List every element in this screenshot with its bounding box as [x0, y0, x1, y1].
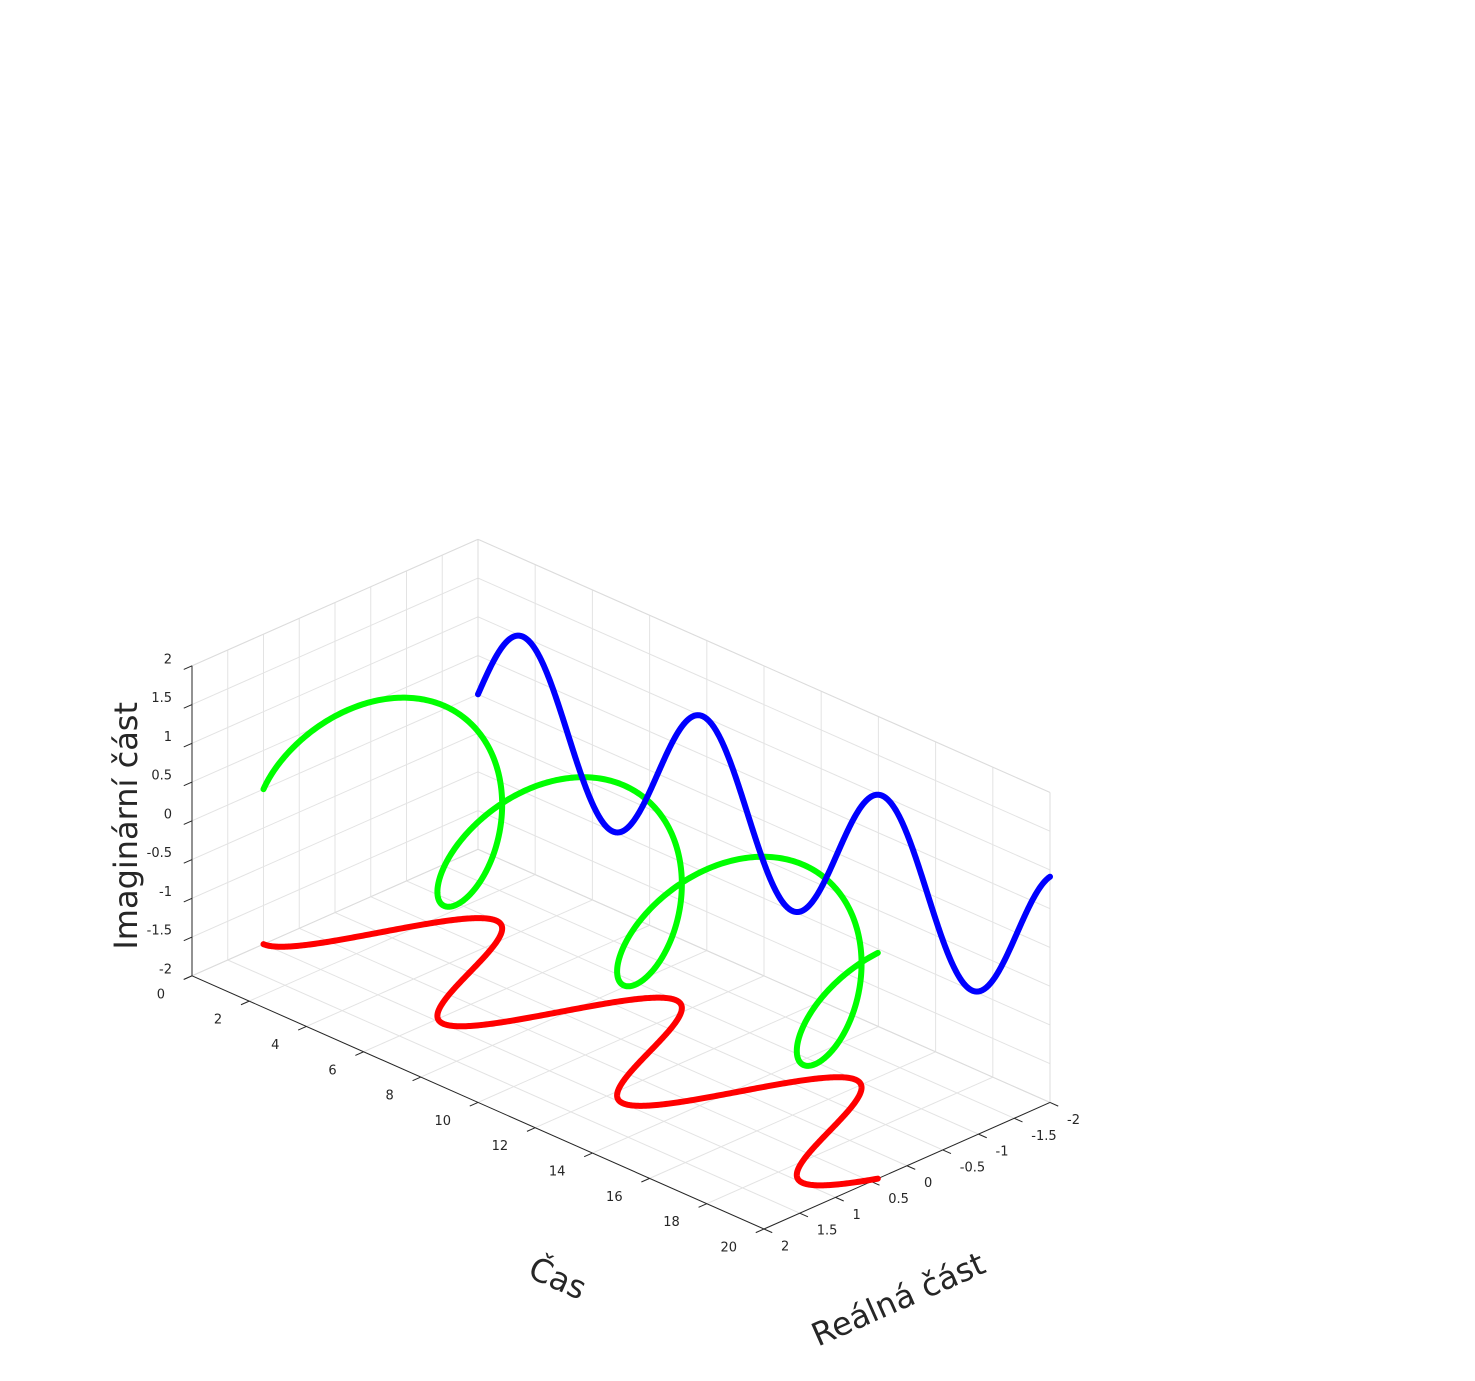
tick-label: 0.5 — [151, 769, 172, 784]
tick-mark — [1049, 1102, 1059, 1107]
tick-mark — [469, 1101, 479, 1107]
tick-label: 2 — [781, 1240, 789, 1255]
tick-mark — [183, 936, 193, 942]
grid-line — [334, 912, 908, 1167]
grid-line — [191, 810, 479, 938]
tick-mark — [240, 1000, 250, 1006]
tick-mark — [412, 1076, 422, 1082]
tick-mark — [641, 1177, 650, 1183]
tick-mark — [526, 1127, 536, 1132]
tick-label: -1.5 — [1031, 1129, 1056, 1144]
grid-line — [191, 693, 479, 822]
series-layer — [260, 632, 1053, 1189]
tick-mark — [355, 1051, 364, 1056]
grid-line — [191, 732, 479, 861]
grid-line — [477, 577, 1051, 832]
tick-mark — [183, 897, 193, 903]
tick-mark — [978, 1133, 987, 1139]
tick-label: 0 — [164, 807, 172, 822]
tick-mark — [1014, 1117, 1023, 1123]
grid-line — [477, 616, 1051, 871]
tick-mark — [183, 742, 193, 748]
grid-line — [477, 655, 1051, 910]
box-edge — [477, 848, 1051, 1103]
grid-line — [477, 810, 1051, 1065]
grid-line — [442, 864, 1015, 1119]
tick-label: 16 — [606, 1190, 623, 1205]
tick-mark — [183, 781, 193, 787]
series-real-projection — [260, 915, 881, 1189]
grid-line — [191, 616, 479, 744]
tick-label: 12 — [492, 1139, 509, 1154]
tick-label: 8 — [386, 1089, 394, 1104]
tick-label: -2 — [159, 962, 172, 977]
tick-label: -1 — [996, 1145, 1009, 1160]
grid-line — [477, 771, 1051, 1026]
tick-mark — [583, 1152, 593, 1158]
axis-edges — [183, 538, 1059, 1234]
y-axis-label: Reálná část — [806, 1244, 991, 1354]
grid-line — [227, 959, 800, 1214]
tick-label: 1.5 — [817, 1224, 838, 1239]
box-edge — [477, 538, 1051, 793]
tick-label: 2 — [164, 652, 172, 667]
tick-label: 1 — [164, 730, 172, 745]
tick-label: 4 — [271, 1038, 279, 1053]
tick-mark — [835, 1196, 844, 1202]
box-edge — [191, 538, 479, 667]
grid-line — [299, 927, 872, 1183]
tick-label: 0 — [157, 987, 165, 1002]
tick-mark — [755, 1228, 765, 1234]
tick-mark — [297, 1025, 307, 1031]
tick-label: 2 — [214, 1013, 222, 1028]
tick-mark — [183, 820, 193, 825]
tick-mark — [942, 1149, 952, 1155]
tick-label: 1.5 — [151, 691, 172, 706]
x-axis-label: Čas — [523, 1248, 592, 1307]
tick-mark — [799, 1212, 809, 1218]
grid-line — [191, 771, 479, 899]
grid-line — [263, 943, 836, 1198]
tick-mark — [698, 1203, 708, 1208]
tick-label: 18 — [663, 1215, 680, 1230]
tick-mark — [906, 1165, 916, 1170]
tick-label: 14 — [549, 1165, 566, 1180]
tick-label: -0.5 — [960, 1160, 985, 1175]
tick-label: -1.5 — [147, 924, 172, 939]
tick-label: 0 — [924, 1176, 932, 1191]
grid-line — [191, 577, 479, 706]
tick-label: -1 — [159, 885, 172, 900]
tick-label: 6 — [328, 1063, 336, 1078]
tick-label: 10 — [434, 1114, 451, 1129]
tick-label: 1 — [853, 1208, 861, 1223]
z-axis-label: Imaginární část — [107, 702, 145, 950]
tick-mark — [183, 975, 193, 980]
tick-label: 20 — [720, 1241, 737, 1256]
tick-mark — [183, 859, 193, 864]
tick-labels: 02468101214161820-2-1.5-1-0.500.511.52-2… — [147, 652, 1080, 1255]
series-helix — [260, 694, 881, 1069]
tick-mark — [183, 704, 193, 709]
tick-label: 0.5 — [888, 1192, 909, 1207]
tick-label: -0.5 — [147, 846, 172, 861]
box-edge — [191, 848, 479, 977]
grid-line — [477, 693, 1051, 948]
tick-mark — [183, 665, 193, 670]
tick-label: -2 — [1067, 1113, 1080, 1128]
series-imag-projection — [475, 632, 1053, 995]
tick-mark — [763, 1228, 773, 1234]
